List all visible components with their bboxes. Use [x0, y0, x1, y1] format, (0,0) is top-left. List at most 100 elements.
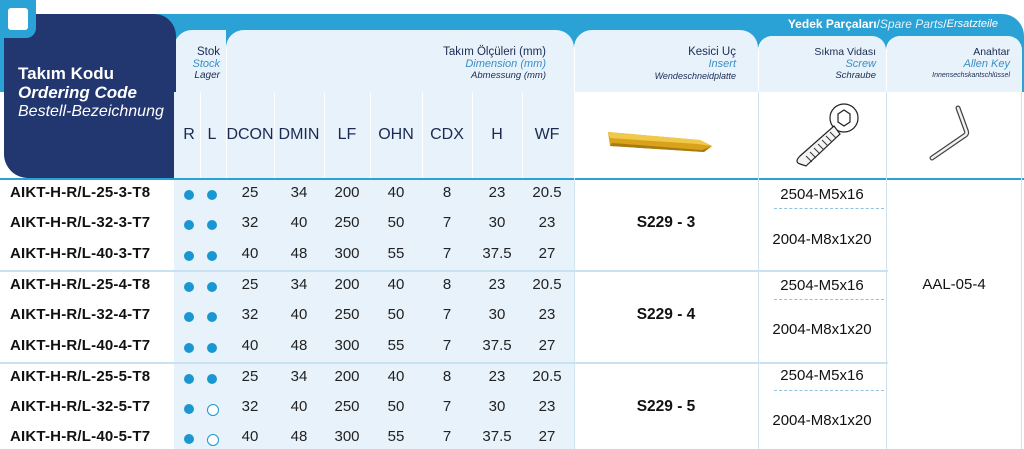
- divider: [886, 92, 887, 449]
- col-ohn: OHN: [378, 126, 414, 143]
- cell-h: 37.5: [482, 245, 512, 262]
- cell-cdx: 8: [442, 276, 452, 293]
- stock-r-dot: [184, 251, 194, 261]
- cell-cdx: 7: [442, 245, 452, 262]
- stock-r-dot: [184, 374, 194, 384]
- col-l: L: [207, 126, 217, 143]
- cell-cdx: 7: [442, 306, 452, 323]
- divider: [758, 92, 759, 449]
- row-group-divider: [0, 362, 888, 364]
- dashed-divider: [774, 390, 884, 391]
- cell-dmin: 48: [290, 428, 308, 445]
- screw-code: 2504-M5x16: [780, 367, 864, 384]
- stock-l-dot: [207, 190, 217, 200]
- stock-en: Stock: [192, 58, 220, 70]
- insert-code: S229 - 3: [636, 214, 696, 231]
- divider: [472, 92, 473, 178]
- cell-lf: 300: [334, 245, 360, 262]
- cell-dcon: 25: [241, 276, 259, 293]
- screw-image: [796, 103, 859, 167]
- ordering-code: AIKT-H-R/L-25-5-T8: [10, 368, 151, 385]
- insert-header: Kesici Uç Insert Wendeschneidplatte: [574, 30, 758, 92]
- stock-r-dot: [184, 404, 194, 414]
- spare-sep: /: [876, 17, 880, 31]
- stock-l-dot: [207, 343, 217, 353]
- cell-dmin: 34: [290, 184, 308, 201]
- cell-ohn: 55: [387, 428, 405, 445]
- cell-lf: 300: [334, 428, 360, 445]
- cell-dmin: 34: [290, 276, 308, 293]
- cell-ohn: 40: [387, 276, 405, 293]
- cell-dmin: 40: [290, 214, 308, 231]
- code-de: Bestell-Bezeichnung: [18, 103, 164, 120]
- col-cdx: CDX: [430, 126, 464, 143]
- cell-dcon: 25: [241, 184, 259, 201]
- cell-cdx: 7: [442, 398, 452, 415]
- screw-code: 2004-M8x1x20: [772, 231, 872, 248]
- stock-de: Lager: [194, 70, 220, 81]
- ordering-code: AIKT-H-R/L-32-3-T7: [10, 214, 151, 231]
- cell-h: 30: [488, 214, 506, 231]
- cell-wf: 20.5: [532, 184, 562, 201]
- cell-dcon: 32: [241, 306, 259, 323]
- divider: [1021, 92, 1022, 449]
- cell-h: 23: [488, 276, 506, 293]
- cell-lf: 250: [334, 214, 360, 231]
- dimension-header: Takım Ölçüleri (mm) Dimension (mm) Abmes…: [226, 30, 574, 92]
- cell-lf: 250: [334, 306, 360, 323]
- stock-l-dot: [207, 404, 219, 416]
- cell-wf: 23: [538, 214, 556, 231]
- cell-dcon: 40: [241, 245, 259, 262]
- cell-lf: 200: [334, 276, 360, 293]
- dashed-divider: [774, 208, 884, 209]
- divider: [370, 92, 371, 178]
- screw-code: 2504-M5x16: [780, 277, 864, 294]
- key-header: Anahtar Allen Key Innensechskantschlüsse…: [886, 36, 1022, 92]
- stock-l-dot: [207, 282, 217, 292]
- cell-wf: 20.5: [532, 276, 562, 293]
- cell-h: 37.5: [482, 337, 512, 354]
- ordering-code: AIKT-H-R/L-32-4-T7: [10, 306, 151, 323]
- spare-en: Spare Parts: [879, 17, 944, 31]
- cell-dmin: 48: [290, 245, 308, 262]
- code-tr: Takım Kodu: [18, 64, 115, 83]
- cell-wf: 27: [538, 337, 556, 354]
- stock-r-dot: [184, 343, 194, 353]
- row-group-divider: [0, 270, 888, 272]
- dimension-tr: Takım Ölçüleri (mm): [443, 46, 546, 58]
- divider: [226, 92, 227, 178]
- stock-l-dot: [207, 220, 217, 230]
- cell-wf: 27: [538, 245, 556, 262]
- stock-r-dot: [184, 220, 194, 230]
- key-de: Innensechskantschlüssel: [932, 72, 1010, 79]
- code-en: Ordering Code: [18, 83, 138, 102]
- screw-de: Schraube: [835, 70, 876, 81]
- cell-cdx: 8: [442, 184, 452, 201]
- divider: [200, 92, 201, 178]
- cell-cdx: 7: [442, 428, 452, 445]
- ordering-code: AIKT-H-R/L-25-4-T8: [10, 276, 151, 293]
- cell-dcon: 25: [241, 368, 259, 385]
- cell-dmin: 48: [290, 337, 308, 354]
- insert-en: Insert: [708, 58, 736, 70]
- cell-lf: 250: [334, 398, 360, 415]
- ordering-code: AIKT-H-R/L-40-5-T7: [10, 428, 151, 445]
- cell-dcon: 40: [241, 428, 259, 445]
- cell-dcon: 40: [241, 337, 259, 354]
- cell-dmin: 40: [290, 398, 308, 415]
- insert-tr: Kesici Uç: [688, 46, 736, 58]
- cell-ohn: 50: [387, 306, 405, 323]
- spare-parts-header: Yedek Parçaları / Spare Parts / Ersatzte…: [758, 14, 1024, 34]
- col-lf: LF: [337, 126, 357, 143]
- screw-code: 2004-M8x1x20: [772, 412, 872, 429]
- row-group-divider: [0, 178, 1024, 180]
- key-code: AAL-05-4: [922, 276, 986, 293]
- insert-de: Wendeschneidplatte: [654, 71, 736, 81]
- insert-image: [608, 132, 712, 152]
- spare-sep2: /: [943, 17, 947, 31]
- stock-l-dot: [207, 312, 217, 322]
- stock-tr: Stok: [196, 46, 220, 58]
- divider: [574, 178, 575, 449]
- ordering-code: AIKT-H-R/L-40-4-T7: [10, 337, 151, 354]
- cell-dmin: 40: [290, 306, 308, 323]
